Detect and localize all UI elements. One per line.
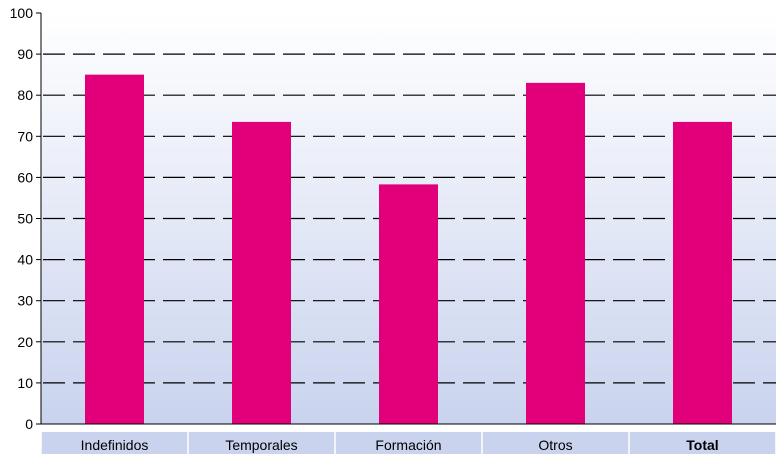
y-tick-label: 90 xyxy=(17,46,33,62)
x-axis-category-labels: Indefinidos Temporales Formación Otros Total xyxy=(81,437,719,453)
bars xyxy=(85,74,732,425)
y-tick-label: 60 xyxy=(17,169,33,185)
y-tick-label: 10 xyxy=(17,375,33,391)
x-category-label: Indefinidos xyxy=(81,437,149,453)
y-tick-label: 40 xyxy=(17,252,33,268)
y-tick-label: 20 xyxy=(17,334,33,350)
bar xyxy=(526,82,585,425)
y-tick-label: 50 xyxy=(17,211,33,227)
bar xyxy=(673,121,732,424)
x-category-label: Formación xyxy=(375,437,441,453)
x-category-label: Total xyxy=(686,437,718,453)
y-tick-label: 0 xyxy=(25,416,33,432)
bar xyxy=(232,121,291,424)
bar xyxy=(85,74,144,425)
y-tick-label: 70 xyxy=(17,128,33,144)
y-axis-tick-labels: 0 10 20 30 40 50 60 70 80 90 100 xyxy=(10,5,34,432)
y-tick-label: 100 xyxy=(10,5,34,21)
y-tick-label: 30 xyxy=(17,293,33,309)
bar xyxy=(379,184,438,424)
x-category-label: Temporales xyxy=(225,437,297,453)
x-category-label: Otros xyxy=(538,437,572,453)
category-axis-band xyxy=(41,432,776,454)
y-tick-label: 80 xyxy=(17,87,33,103)
axes xyxy=(36,12,777,454)
